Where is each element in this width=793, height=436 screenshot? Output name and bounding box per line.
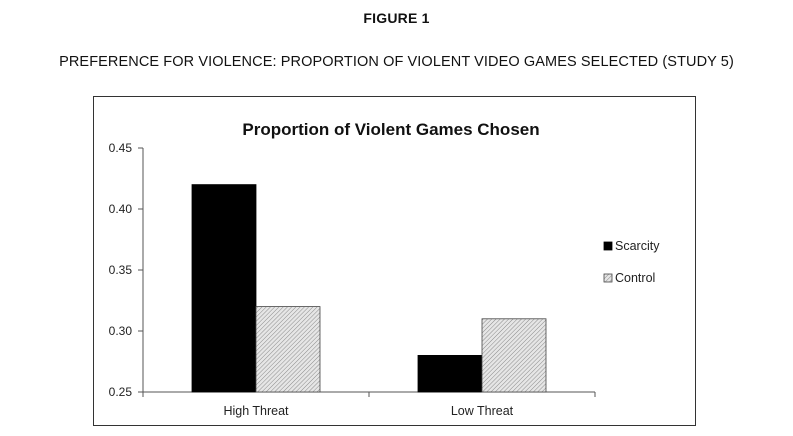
bar-scarcity-0 (191, 184, 257, 393)
legend-swatch-scarcity (603, 241, 613, 251)
legend-label-control: Control (615, 271, 655, 285)
figure-label: FIGURE 1 (363, 10, 430, 26)
x-category-label: Low Threat (451, 404, 514, 418)
bar-control-1 (481, 318, 547, 393)
y-tick-label: 0.45 (109, 141, 133, 155)
y-tick-label: 0.40 (109, 202, 133, 216)
bar-chart: Proportion of Violent Games Chosen 0.250… (109, 120, 661, 418)
bar-control-0 (255, 306, 321, 393)
chart-frame: Proportion of Violent Games Chosen 0.25 0… (93, 96, 696, 426)
legend: Scarcity Control (603, 239, 660, 285)
bar-scarcity-1 (417, 354, 483, 393)
y-tick-label: 0.30 (109, 324, 133, 338)
y-tick-label: 0.25 (109, 385, 133, 399)
legend-label-scarcity: Scarcity (615, 239, 660, 253)
plot-area: 0.25 0.30 0.35 0.40 0.45 High Threat Low Threa… (109, 141, 596, 418)
y-tick-label: 0.35 (109, 263, 133, 277)
x-category-label: High Threat (223, 404, 289, 418)
figure-caption: PREFERENCE FOR VIOLENCE: PROPORTION OF V… (59, 54, 734, 70)
chart-title: Proportion of Violent Games Chosen (242, 120, 539, 139)
legend-swatch-control (603, 273, 613, 283)
